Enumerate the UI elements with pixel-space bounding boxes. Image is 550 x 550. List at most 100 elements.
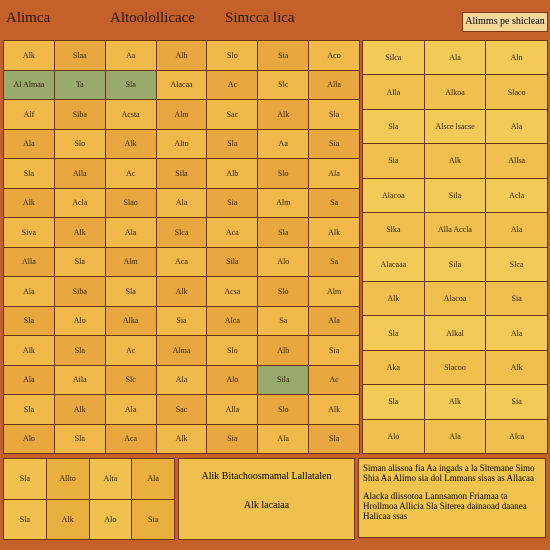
table-cell: Sla <box>4 459 46 499</box>
table-cell: Alta <box>89 459 132 499</box>
table-cell: Alacoa <box>424 281 486 316</box>
table-cell: Alk <box>486 350 547 385</box>
header-center: Altoolollicace <box>110 10 195 26</box>
table-cell: Alla <box>54 159 105 188</box>
table-cell: Ac <box>105 336 156 365</box>
table-cell: Ala <box>309 159 359 188</box>
table-cell: Alla <box>363 75 424 109</box>
table-cell: Slc <box>258 70 309 99</box>
table-cell: Ac <box>309 365 359 394</box>
table-cell: Sila <box>156 159 207 188</box>
table-cell: Sac <box>156 395 207 424</box>
table-cell: Alacaa <box>156 70 207 99</box>
table-cell: Alo <box>4 424 54 453</box>
table-cell: Ala <box>156 365 207 394</box>
header-badge: Alimms pe shiclean <box>462 12 548 32</box>
table-cell: Alk <box>4 41 54 70</box>
table-cell: Ac <box>207 70 258 99</box>
table-cell: Ala <box>258 424 309 453</box>
table-cell: Ala <box>156 188 207 217</box>
table-cell: Alkal <box>424 316 486 350</box>
table-cell: Alb <box>156 41 207 70</box>
table-cell: Aca <box>156 247 207 276</box>
table-cell: Alo <box>207 365 258 394</box>
table-cell: Alm <box>309 277 359 306</box>
table-cell: Sla <box>363 385 424 419</box>
footer-cells: Sla Allto Alta Ala Sla Alk Alo Sia <box>3 458 175 540</box>
table-cell: Sia <box>156 306 207 335</box>
table-cell: Slc <box>105 365 156 394</box>
table-cell: Al Almaa <box>4 70 54 99</box>
table-cell: Alca <box>486 419 547 453</box>
table-cell: Ala <box>309 306 359 335</box>
table-cell: Alla <box>207 395 258 424</box>
table-cell: Sia <box>309 129 359 158</box>
table-cell: Sia <box>486 385 547 419</box>
table-cell: Ta <box>54 70 105 99</box>
table-cell: Sia <box>486 281 547 316</box>
table-cell: Sla <box>309 100 359 129</box>
table-cell: Sla <box>309 424 359 453</box>
table-cell: Sla <box>207 129 258 158</box>
table-cell: Aln <box>486 41 547 75</box>
table-cell: Acla <box>486 178 547 213</box>
table-cell: Alk <box>156 424 207 453</box>
table-cell: Alla <box>309 70 359 99</box>
table-cell: Aa <box>105 41 156 70</box>
table-cell: Siva <box>4 218 54 247</box>
footer-center-note: Alk lacaiaa <box>243 500 290 511</box>
table-cell: Acsta <box>105 100 156 129</box>
table-cell: Sla <box>105 70 156 99</box>
table-cell: Slao <box>105 188 156 217</box>
table-cell: Alk <box>309 218 359 247</box>
table-cell: Aka <box>363 350 424 385</box>
table-cell: Alk <box>105 129 156 158</box>
table-cell: Slacoo <box>424 350 486 385</box>
table-cell: Ala <box>4 277 54 306</box>
table-cell: Alkoa <box>424 75 486 109</box>
table-cell: Slo <box>207 336 258 365</box>
table-cell: Ala <box>132 459 174 499</box>
table-cell: Sla <box>4 499 46 539</box>
table-cell: Sila <box>424 247 486 281</box>
table-cell: Alk <box>54 395 105 424</box>
table-cell: Allto <box>46 459 89 499</box>
table-cell: Ala <box>486 213 547 247</box>
footer-right-text: Siman alissoa fia Aa ingads a la Slteman… <box>363 463 535 483</box>
table-cell: Alo <box>89 499 132 539</box>
table-cell: Alk <box>309 395 359 424</box>
table-cell: Sa <box>309 247 359 276</box>
table-cell: Sila <box>424 178 486 213</box>
table-cell: Siba <box>54 100 105 129</box>
footer-right: Siman alissoa fia Aa ingads a la Slteman… <box>358 458 546 538</box>
table-cell: Sia <box>207 188 258 217</box>
footer-center-text: Alik Bitachoosmamal Lallatalen <box>201 471 332 482</box>
table-cell: Alm <box>258 188 309 217</box>
table-cell: Ala <box>4 365 54 394</box>
table-cell: Aca <box>105 424 156 453</box>
table-cell: Alca <box>207 306 258 335</box>
table-cell: Aa <box>258 129 309 158</box>
table-cell: Ala <box>4 129 54 158</box>
table-cell: Sia <box>309 336 359 365</box>
table-cell: Sla <box>54 336 105 365</box>
table-cell: Aca <box>207 218 258 247</box>
table-cell: Allsa <box>486 144 547 178</box>
table-cell: Alb <box>258 336 309 365</box>
header-left: Alimca <box>6 10 51 26</box>
table-cell: Ala <box>486 109 547 144</box>
table-cell: Alk <box>424 385 486 419</box>
table-cell: Sila <box>207 247 258 276</box>
table-cell: Alo <box>54 306 105 335</box>
table-cell: Alk <box>156 277 207 306</box>
table-cell: Alk <box>258 100 309 129</box>
table-cell: Alb <box>207 159 258 188</box>
table-cell: Acla <box>54 188 105 217</box>
table-cell: Sla <box>4 395 54 424</box>
footer-right-text: Alacka dlissotoa Lannsamon Friamaa ta Hr… <box>363 491 527 521</box>
table-cell: Alka <box>105 306 156 335</box>
table-cell: Sla <box>54 424 105 453</box>
header-right: Simcca lica <box>225 10 295 26</box>
table-cell: Alo <box>258 247 309 276</box>
table-cell: Alla Accla <box>424 213 486 247</box>
